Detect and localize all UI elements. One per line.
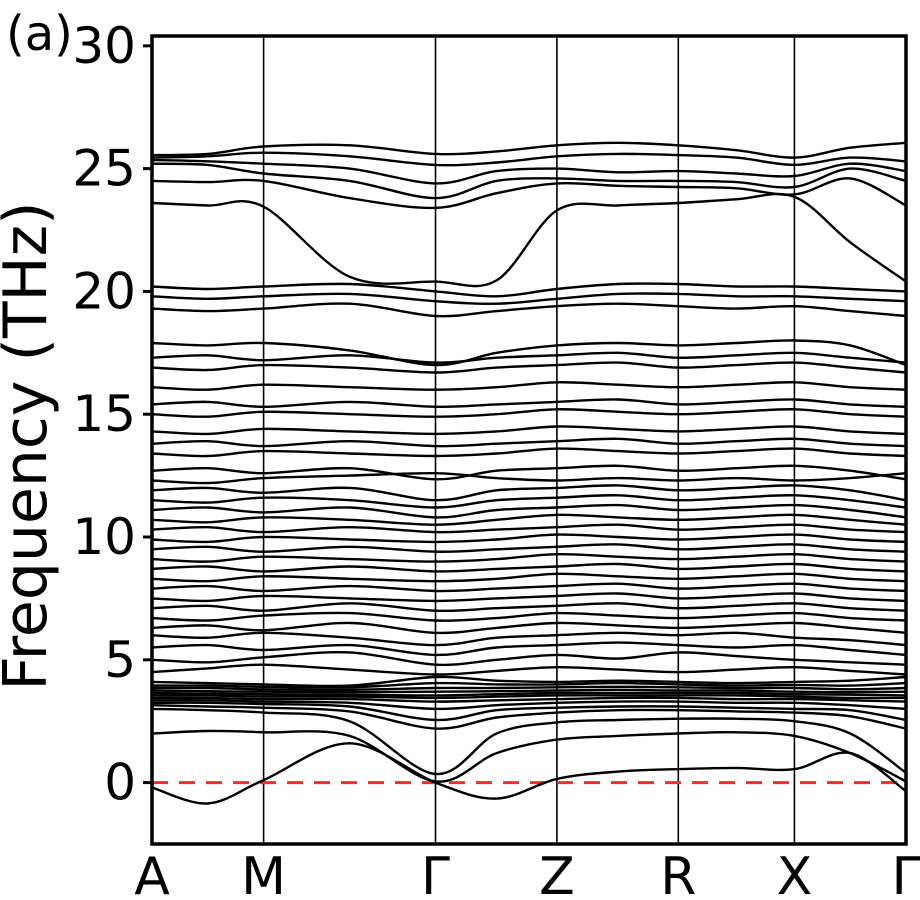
y-tick-label: 5: [104, 631, 136, 689]
phonon-band: [150, 602, 908, 613]
phonon-band: [150, 381, 908, 391]
phonon-band: [150, 592, 908, 603]
phonon-band: [150, 651, 908, 667]
phonon-band: [150, 437, 908, 448]
phonon-band: [150, 691, 908, 697]
axes-frame: [150, 34, 908, 846]
phonon-band: [150, 339, 908, 367]
phonon-band: [150, 282, 908, 298]
y-tick-label: 10: [72, 508, 136, 566]
phonon-band: [150, 552, 908, 563]
x-tick-label-3: Z: [539, 847, 575, 900]
phonon-band: [150, 464, 908, 481]
phonon-band: [150, 425, 908, 436]
phonon-band: [150, 162, 908, 200]
phonon-band: [150, 688, 908, 694]
phonon-band: [150, 141, 908, 159]
phonon-band: [150, 694, 908, 700]
phonon-band: [150, 158, 908, 185]
x-tick-label-4: R: [660, 847, 696, 900]
phonon-band: [150, 151, 908, 167]
phonon-band: [150, 562, 908, 573]
phonon-band: [150, 699, 908, 711]
x-tick-label-1: M: [241, 847, 286, 900]
y-axis-title: Frequency (THz): [0, 201, 61, 690]
x-tick-label-6: Γ: [892, 847, 920, 900]
phonon-band: [150, 572, 908, 583]
phonon-band: [150, 447, 908, 458]
phonon-band: [150, 663, 908, 676]
phonon-band: [150, 696, 908, 703]
phonon-band: [150, 471, 908, 485]
phonon-band: [150, 503, 908, 519]
phonon-band: [150, 523, 908, 534]
phonon-band: [150, 292, 908, 305]
phonon-band: [150, 729, 908, 783]
y-tick-label: 25: [72, 140, 136, 198]
phonon-band: [150, 361, 908, 374]
phonon-band: [150, 398, 908, 409]
phonon-band: [150, 685, 908, 692]
panel-label: (a): [6, 6, 73, 62]
phonon-band: [150, 675, 908, 688]
plot-layer: 0 5 10 15 20 25 30 A M Γ Z R X Γ: [72, 17, 920, 900]
phonon-band: [150, 582, 908, 593]
phonon-band: [150, 484, 908, 502]
phonon-band: [150, 408, 908, 418]
phonon-band: [150, 543, 908, 553]
phonon-band: [150, 701, 908, 722]
phonon-band: [150, 302, 908, 318]
x-tick-label-2: Γ: [421, 847, 450, 900]
phonon-band: [150, 494, 908, 509]
phonon-band: [150, 704, 908, 730]
phonon-band: [150, 742, 908, 805]
x-tick-label-5: X: [777, 847, 813, 900]
phonon-band: [150, 533, 908, 544]
y-tick-label: 15: [72, 385, 136, 443]
phonon-band: [150, 177, 908, 210]
y-tick-label: 30: [72, 17, 136, 75]
y-tick-label: 0: [104, 754, 136, 812]
phonon-band: [150, 641, 908, 657]
phonon-band: [150, 192, 908, 288]
phonon-band: [150, 707, 908, 776]
phonon-band: [150, 631, 908, 647]
phonon-band: [150, 621, 908, 635]
x-tick-label-0: A: [134, 847, 170, 900]
phonon-band: [150, 611, 908, 622]
phonon-band: [150, 681, 908, 689]
phonon-band: [150, 513, 908, 526]
phonon-band: [150, 351, 908, 364]
y-tick-label: 20: [72, 262, 136, 320]
